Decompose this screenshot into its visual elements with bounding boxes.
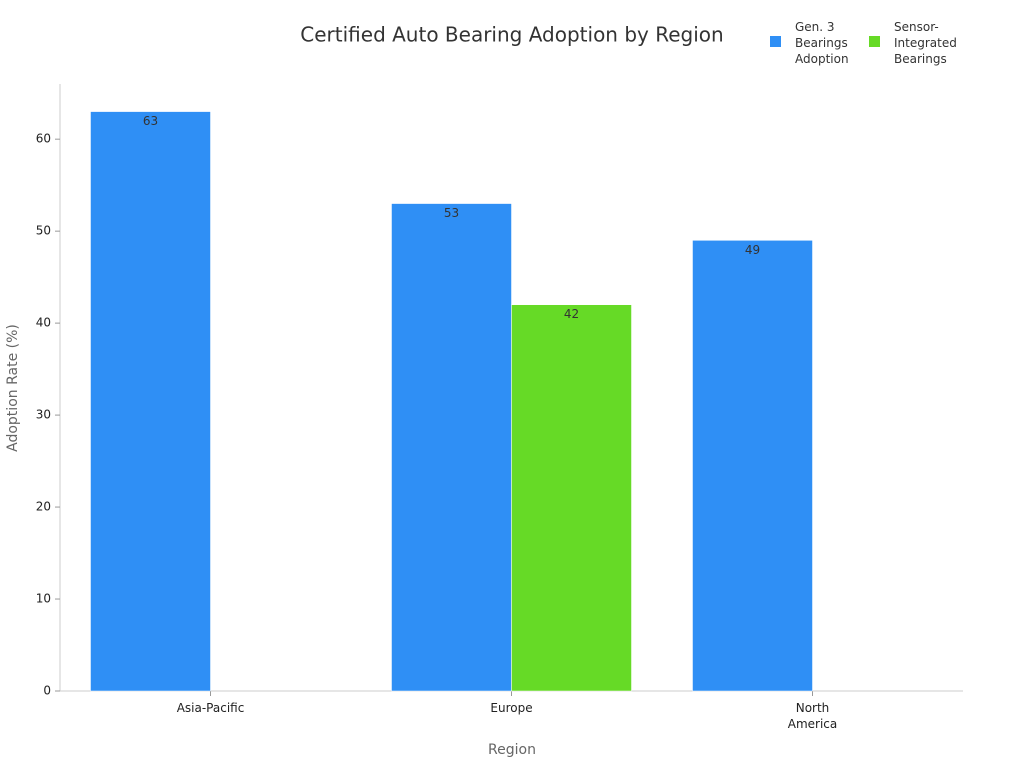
- bar: [511, 304, 632, 692]
- y-tick-label: 10: [36, 592, 51, 606]
- x-tick-label: Europe: [490, 701, 533, 715]
- y-tick-label: 40: [36, 316, 51, 330]
- y-tick-label: 30: [36, 408, 51, 422]
- y-tick-label: 50: [36, 224, 51, 238]
- data-label: 53: [444, 206, 459, 220]
- y-tick-label: 0: [43, 684, 51, 698]
- bar: [692, 240, 813, 692]
- bar: [391, 203, 512, 692]
- legend-label: Sensor-Integrated Bearings: [894, 20, 957, 66]
- legend-item: Sensor-Integrated Bearings: [869, 19, 964, 67]
- legend-item: Gen. 3 Bearings Adoption: [770, 19, 865, 67]
- chart-title: Certified Auto Bearing Adoption by Regio…: [300, 23, 723, 47]
- data-label: 49: [745, 243, 760, 257]
- x-tick-label: North America: [787, 701, 838, 731]
- y-tick-label: 20: [36, 500, 51, 514]
- legend-swatch: [869, 36, 880, 47]
- y-axis-title: Adoption Rate (%): [5, 324, 21, 452]
- x-tick-label: Asia-Pacific: [176, 701, 245, 715]
- legend-swatch: [770, 36, 781, 47]
- x-axis-title: Region: [488, 742, 536, 758]
- data-label: 42: [564, 307, 579, 321]
- data-label: 63: [143, 114, 158, 128]
- bar: [90, 111, 211, 692]
- y-tick-label: 60: [36, 132, 51, 146]
- legend-label: Gen. 3 Bearings Adoption: [795, 20, 849, 66]
